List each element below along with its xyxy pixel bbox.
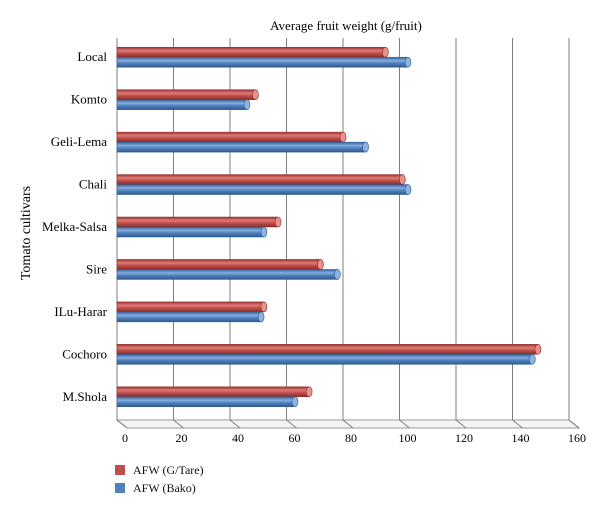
gridline-depth — [116, 419, 128, 429]
x-tick-label: 0 — [122, 431, 128, 445]
y-axis-title: Tomato cultivars — [19, 186, 34, 280]
bar-cap — [528, 354, 536, 365]
category-label: Geli-Lema — [51, 134, 108, 149]
legend-label-bako: AFW (Bako) — [133, 480, 196, 495]
bar-gtare — [116, 301, 265, 313]
category-label: Chali — [79, 177, 108, 192]
bar-cap — [305, 386, 313, 398]
bar-gtare — [116, 259, 321, 270]
legend-item-gtare: AFW (G/Tare) — [115, 461, 204, 479]
x-tick-label: 80 — [345, 431, 357, 445]
bar-gtare — [116, 174, 403, 185]
legend: AFW (G/Tare) AFW (Bako) — [115, 461, 204, 497]
bar-bako — [116, 141, 366, 153]
x-tick-label: 160 — [568, 431, 586, 445]
bar-gtare — [116, 131, 344, 143]
bar-gtare — [116, 344, 539, 355]
x-tick-label: 40 — [232, 431, 244, 445]
category-label: M.Shola — [63, 389, 108, 404]
category-label: Local — [77, 49, 107, 64]
bar-bako — [116, 396, 296, 408]
gridline-depth — [342, 419, 354, 429]
bar-cap — [257, 311, 265, 323]
bar-cap — [243, 99, 251, 110]
category-label: Cochoro — [62, 346, 107, 361]
category-label: Sire — [86, 261, 107, 276]
labels: 0 20 40 60 80 100 120 140 160 Local Komto Geli-Lema… — [42, 49, 586, 445]
gridline-depth — [455, 419, 467, 429]
bar-cap — [252, 89, 259, 100]
gridline-depth — [512, 419, 523, 429]
gridline-depth — [286, 419, 297, 429]
gridline-depth — [229, 419, 241, 429]
bar-cap — [404, 184, 412, 195]
legend-swatch-bako — [115, 483, 125, 493]
x-tick-label: 100 — [399, 431, 417, 445]
bar-cap — [382, 46, 389, 58]
bar-cap — [399, 174, 406, 185]
bar-cap — [339, 131, 347, 143]
chart-title: Average fruit weight (g/fruit) — [270, 18, 422, 33]
bar-bako — [116, 226, 265, 238]
bar-bako — [116, 56, 409, 68]
bar-cap — [260, 301, 268, 313]
bar-cap — [291, 396, 299, 408]
bar-gtare — [116, 216, 279, 228]
legend-label-gtare: AFW (G/Tare) — [133, 462, 204, 477]
bar-cap — [334, 269, 341, 280]
bars — [116, 46, 542, 408]
category-label: Komto — [71, 92, 107, 107]
bar-gtare — [116, 46, 386, 58]
category-label: ILu-Harar — [54, 304, 107, 319]
bar-bako — [116, 269, 338, 280]
gridline-depth — [568, 419, 580, 429]
bar-bako — [116, 99, 248, 110]
gridline-depth — [399, 419, 410, 429]
x-tick-label: 140 — [512, 431, 530, 445]
bar-cap — [274, 216, 282, 228]
bar-cap — [534, 344, 542, 355]
bar-bako — [116, 311, 262, 323]
legend-item-bako: AFW (Bako) — [115, 479, 204, 497]
bar-cap — [362, 141, 369, 153]
category-label: Melka-Salsa — [42, 219, 107, 234]
bar-bako — [116, 184, 409, 195]
bar-gtare — [116, 386, 310, 398]
legend-swatch-gtare — [115, 465, 125, 475]
x-tick-label: 60 — [289, 431, 301, 445]
bar-cap — [404, 56, 412, 68]
x-tick-label: 20 — [176, 431, 188, 445]
bar-cap — [260, 226, 268, 238]
bar-bako — [116, 354, 533, 365]
gridline-depth — [173, 419, 184, 429]
bar-gtare — [116, 89, 256, 100]
bar-cap — [317, 259, 324, 270]
x-tick-label: 120 — [455, 431, 473, 445]
